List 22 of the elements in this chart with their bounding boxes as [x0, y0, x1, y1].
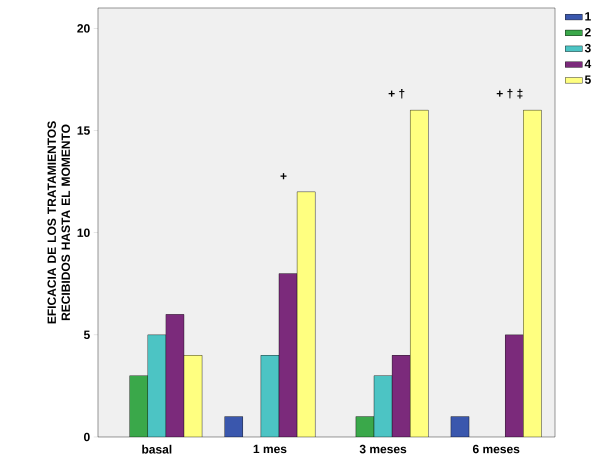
y-tick-label: 15 [78, 126, 90, 135]
x-tick-label: basal [142, 444, 172, 454]
legend-label: 5 [584, 75, 591, 84]
y-tick-label: 10 [78, 228, 90, 237]
bar [224, 416, 243, 437]
legend-label: 4 [584, 60, 592, 68]
x-tick-label: 1 mes [254, 444, 286, 454]
bar [450, 416, 470, 437]
y-axis-title: EFICACIA DE LOS TRATAMIENTOS RECIBIDOS HASTA EL MOMENTO [47, 121, 70, 324]
legend-label: 2 [584, 28, 591, 36]
y-tick-label: 5 [84, 330, 90, 340]
y-tick-label: 0 [84, 432, 90, 442]
legend-label: 1 [585, 12, 591, 20]
annotation: + [280, 173, 287, 180]
y-tick-label: 20 [77, 24, 90, 33]
annotation: + † [388, 88, 404, 98]
legend-label: 3 [584, 44, 591, 52]
x-tick-label: 3 meses [360, 444, 406, 454]
bar [129, 376, 148, 437]
bar [356, 416, 374, 437]
x-tick-label: 6 meses [472, 444, 520, 454]
annotation: + † ‡ [496, 88, 522, 98]
